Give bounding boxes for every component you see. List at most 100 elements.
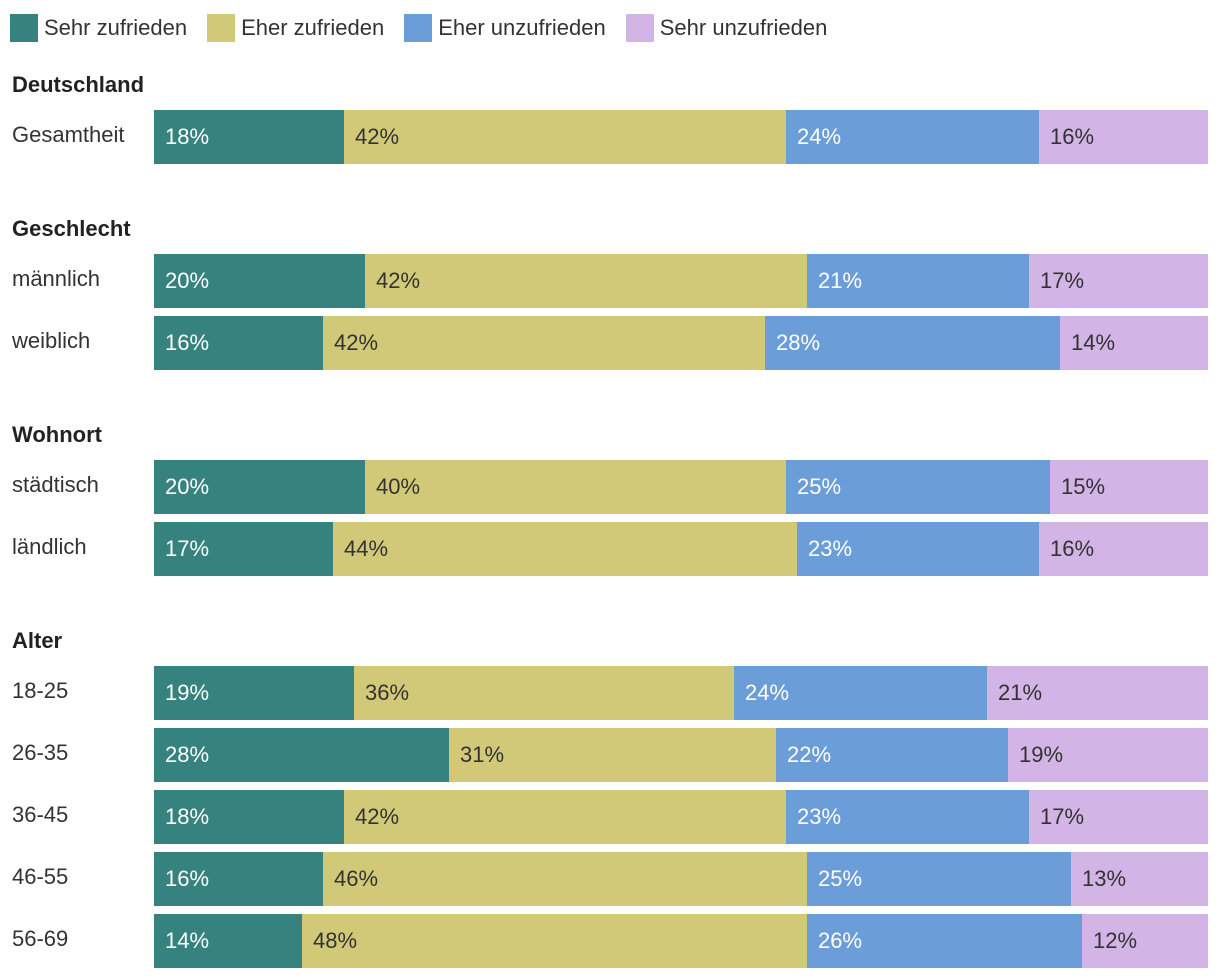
data-label: 20% — [165, 474, 210, 499]
data-label: 46% — [334, 866, 379, 891]
data-label: 14% — [1071, 330, 1116, 355]
legend-swatch-eher-zufrieden — [207, 14, 236, 42]
data-label: 26% — [818, 928, 863, 953]
data-label: 22% — [787, 742, 832, 767]
bar-segment-eher-zufrieden: 40% — [365, 460, 786, 514]
bar-segment-sehr-unzufrieden: 16% — [1039, 522, 1208, 576]
bar-row-46-55: 16% 46% 25% 13% — [154, 852, 1208, 906]
group-title-alter: Alter — [12, 628, 63, 653]
group-title-deutschland: Deutschland — [12, 72, 145, 97]
bar-segment-sehr-unzufrieden: 19% — [1008, 728, 1208, 782]
data-label: 25% — [818, 866, 863, 891]
legend-label: Sehr zufrieden — [44, 15, 188, 40]
bar-segment-sehr-zufrieden: 19% — [154, 666, 354, 720]
bar-segment-eher-unzufrieden: 24% — [734, 666, 987, 720]
row-label-26-35: 26-35 — [12, 740, 69, 765]
bar-segment-eher-unzufrieden: 23% — [797, 522, 1039, 576]
data-label: 16% — [165, 866, 210, 891]
data-label: 42% — [334, 330, 379, 355]
row-label-gesamtheit: Gesamtheit — [12, 122, 125, 147]
bar-segment-eher-zufrieden: 48% — [302, 914, 807, 968]
bar-row-laendlich: 17% 44% 23% 16% — [154, 522, 1208, 576]
data-label: 31% — [460, 742, 505, 767]
bar-segment-eher-unzufrieden: 21% — [807, 254, 1029, 308]
row-label-36-45: 36-45 — [12, 802, 69, 827]
legend-swatch-sehr-unzufrieden — [625, 14, 654, 42]
bar-segment-sehr-unzufrieden: 13% — [1071, 852, 1208, 906]
data-label: 17% — [1040, 268, 1085, 293]
bar-segment-sehr-zufrieden: 18% — [154, 790, 344, 844]
row-label-weiblich: weiblich — [12, 328, 91, 353]
data-label: 19% — [165, 680, 210, 705]
bar-segment-sehr-zufrieden: 16% — [154, 316, 323, 370]
bar-segment-eher-zufrieden: 42% — [344, 790, 786, 844]
bar-segment-sehr-zufrieden: 17% — [154, 522, 333, 576]
data-label: 17% — [165, 536, 210, 561]
legend-label: Eher zufrieden — [241, 15, 385, 40]
group-title-wohnort: Wohnort — [12, 422, 103, 447]
data-label: 36% — [365, 680, 410, 705]
data-label: 25% — [797, 474, 842, 499]
bar-segment-sehr-unzufrieden: 17% — [1029, 254, 1208, 308]
bar-row-maennlich: 20% 42% 21% 17% — [154, 254, 1208, 308]
bar-row-18-25: 19% 36% 24% 21% — [154, 666, 1208, 720]
data-label: 16% — [1050, 124, 1095, 149]
bar-row-26-35: 28% 31% 22% 19% — [154, 728, 1208, 782]
row-label-46-55: 46-55 — [12, 864, 69, 889]
bar-segment-sehr-zufrieden: 20% — [154, 460, 365, 514]
legend-item-sehr-unzufrieden: Sehr unzufrieden — [625, 14, 828, 42]
bar-segment-sehr-zufrieden: 28% — [154, 728, 449, 782]
bar-row-weiblich: 16% 42% 28% 14% — [154, 316, 1208, 370]
bar-segment-sehr-unzufrieden: 16% — [1039, 110, 1208, 164]
bar-segment-eher-zufrieden: 42% — [365, 254, 807, 308]
legend-swatch-eher-unzufrieden — [404, 14, 433, 42]
data-label: 42% — [376, 268, 421, 293]
bar-segment-eher-zufrieden: 42% — [323, 316, 765, 370]
data-label: 18% — [165, 124, 210, 149]
legend-item-eher-zufrieden: Eher zufrieden — [207, 14, 384, 42]
data-label: 24% — [745, 680, 790, 705]
bar-segment-sehr-unzufrieden: 21% — [987, 666, 1208, 720]
bar-segment-eher-zufrieden: 42% — [344, 110, 786, 164]
legend-swatch-sehr-zufrieden — [10, 14, 38, 42]
bar-segment-eher-unzufrieden: 25% — [807, 852, 1071, 906]
data-label: 16% — [1050, 536, 1095, 561]
data-label: 48% — [313, 928, 358, 953]
data-label: 16% — [165, 330, 210, 355]
data-label: 19% — [1019, 742, 1064, 767]
bar-segment-eher-unzufrieden: 23% — [786, 790, 1029, 844]
bar-segment-sehr-zufrieden: 20% — [154, 254, 365, 308]
row-label-56-69: 56-69 — [12, 926, 69, 951]
bar-segment-sehr-unzufrieden: 17% — [1029, 790, 1208, 844]
data-label: 23% — [797, 804, 842, 829]
bar-segment-eher-unzufrieden: 24% — [786, 110, 1039, 164]
data-label: 21% — [818, 268, 863, 293]
data-label: 21% — [998, 680, 1043, 705]
bar-segment-sehr-zufrieden: 14% — [154, 914, 302, 968]
bar-segment-sehr-unzufrieden: 12% — [1082, 914, 1208, 968]
legend-label: Sehr unzufrieden — [659, 15, 828, 40]
data-label: 17% — [1040, 804, 1085, 829]
group-title-geschlecht: Geschlecht — [12, 216, 131, 241]
legend-item-eher-unzufrieden: Eher unzufrieden — [404, 14, 606, 42]
data-label: 14% — [165, 928, 210, 953]
bar-segment-sehr-zufrieden: 16% — [154, 852, 323, 906]
bar-segment-eher-zufrieden: 31% — [449, 728, 776, 782]
bar-row-staedtisch: 20% 40% 25% 15% — [154, 460, 1208, 514]
bar-segment-eher-zufrieden: 36% — [354, 666, 734, 720]
legend: Sehr zufrieden Eher zufrieden Eher unzufri… — [10, 13, 847, 43]
data-label: 18% — [165, 804, 210, 829]
bar-segment-eher-unzufrieden: 25% — [786, 460, 1050, 514]
bar-segment-eher-unzufrieden: 26% — [807, 914, 1082, 968]
row-label-laendlich: ländlich — [12, 534, 87, 559]
bar-row-gesamtheit: 18% 42% 24% 16% — [154, 110, 1208, 164]
data-label: 20% — [165, 268, 210, 293]
legend-item-sehr-zufrieden: Sehr zufrieden — [10, 14, 187, 42]
data-label: 40% — [376, 474, 421, 499]
data-label: 28% — [776, 330, 821, 355]
bar-row-56-69: 14% 48% 26% 12% — [154, 914, 1208, 968]
data-label: 42% — [355, 124, 400, 149]
bar-segment-sehr-unzufrieden: 15% — [1050, 460, 1208, 514]
bar-segment-sehr-zufrieden: 18% — [154, 110, 344, 164]
